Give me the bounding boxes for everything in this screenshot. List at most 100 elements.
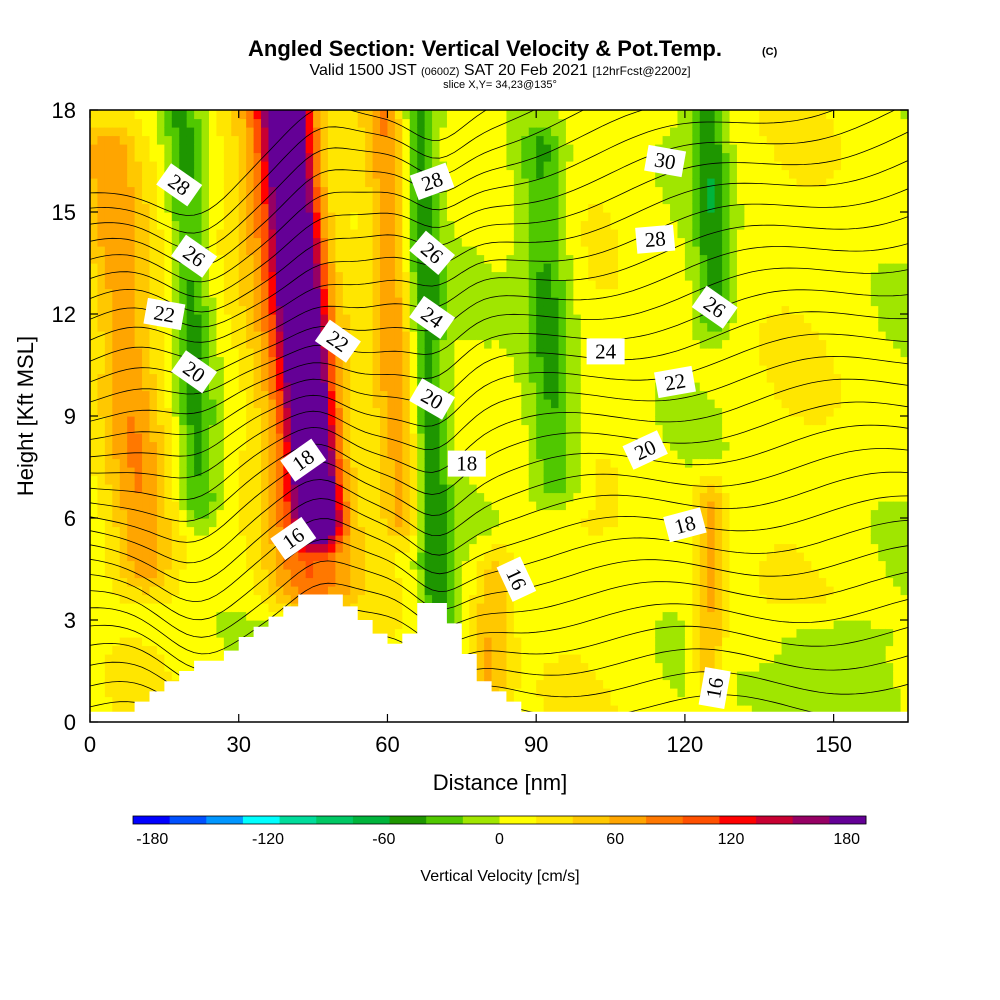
velocity-cell <box>208 518 218 528</box>
velocity-cell <box>223 254 232 264</box>
velocity-cell <box>156 416 165 426</box>
velocity-cell <box>588 144 597 154</box>
velocity-cell <box>231 424 240 434</box>
velocity-cell <box>290 322 299 332</box>
velocity-cell <box>104 679 113 689</box>
velocity-cell <box>558 339 567 349</box>
velocity-cell <box>372 195 381 205</box>
velocity-cell <box>186 390 195 400</box>
velocity-cell <box>446 127 455 137</box>
velocity-cell <box>231 475 240 485</box>
velocity-cell <box>201 552 210 562</box>
velocity-cell <box>595 161 604 171</box>
velocity-cell <box>491 390 500 400</box>
velocity-cell <box>402 229 411 239</box>
velocity-cell <box>565 203 574 213</box>
velocity-cell <box>156 382 165 392</box>
velocity-cell <box>90 637 99 647</box>
velocity-cell <box>223 169 232 179</box>
velocity-cell <box>268 467 277 477</box>
velocity-cell <box>491 331 500 341</box>
velocity-cell <box>298 152 307 162</box>
velocity-cell <box>231 339 240 349</box>
velocity-cell <box>372 288 381 298</box>
velocity-cell <box>461 526 470 536</box>
velocity-cell <box>179 560 188 570</box>
velocity-cell <box>580 212 589 222</box>
velocity-cell <box>134 509 143 519</box>
velocity-cell <box>484 331 493 341</box>
velocity-cell <box>595 637 604 647</box>
velocity-cell <box>521 152 530 162</box>
velocity-cell <box>551 178 560 188</box>
velocity-cell <box>201 475 210 485</box>
velocity-cell <box>476 186 485 196</box>
velocity-cell <box>573 645 582 655</box>
velocity-cell <box>261 186 270 196</box>
velocity-cell <box>246 348 255 358</box>
velocity-cell <box>387 560 396 570</box>
velocity-cell <box>290 237 299 247</box>
velocity-cell <box>149 280 158 290</box>
velocity-cell <box>506 331 515 341</box>
velocity-cell <box>171 603 180 613</box>
velocity-cell <box>298 305 307 315</box>
velocity-cell <box>409 339 418 349</box>
velocity-cell <box>409 254 418 264</box>
velocity-cell <box>112 637 121 647</box>
velocity-cell <box>521 603 530 613</box>
velocity-cell <box>335 543 344 553</box>
velocity-cell <box>565 594 574 604</box>
velocity-cell <box>238 620 247 630</box>
velocity-cell <box>543 339 552 349</box>
velocity-cell <box>469 484 478 494</box>
velocity-cell <box>372 458 381 468</box>
velocity-cell <box>164 382 173 392</box>
velocity-cell <box>513 467 522 477</box>
velocity-cell <box>171 280 180 290</box>
velocity-cell <box>372 229 381 239</box>
velocity-cell <box>298 356 307 366</box>
velocity-cell <box>164 535 173 545</box>
velocity-cell <box>476 569 485 579</box>
velocity-cell <box>499 280 508 290</box>
velocity-cell <box>268 586 277 596</box>
velocity-cell <box>127 654 136 664</box>
velocity-cell <box>127 620 136 630</box>
velocity-cell <box>380 586 389 596</box>
velocity-cell <box>380 305 389 315</box>
velocity-cell <box>104 705 113 715</box>
velocity-cell <box>461 399 470 409</box>
velocity-cell <box>491 628 500 638</box>
velocity-cell <box>454 246 463 256</box>
velocity-cell <box>432 297 441 307</box>
velocity-cell <box>253 339 262 349</box>
velocity-cell <box>208 628 218 638</box>
velocity-cell <box>543 314 552 324</box>
velocity-cell <box>528 450 537 460</box>
velocity-cell <box>194 509 203 519</box>
velocity-cell <box>97 399 106 409</box>
velocity-cell <box>536 195 545 205</box>
velocity-cell <box>409 552 418 562</box>
velocity-cell <box>223 450 232 460</box>
velocity-cell <box>283 314 292 324</box>
velocity-cell <box>491 662 500 672</box>
velocity-cell <box>97 161 106 171</box>
velocity-cell <box>97 526 106 536</box>
velocity-cell <box>342 305 351 315</box>
velocity-cell <box>327 297 336 307</box>
velocity-cell <box>536 611 545 621</box>
velocity-cell <box>186 220 195 230</box>
velocity-cell <box>238 569 247 579</box>
velocity-cell <box>417 229 426 239</box>
velocity-cell <box>90 671 99 681</box>
velocity-cell <box>335 229 344 239</box>
velocity-cell <box>156 654 165 664</box>
velocity-cell <box>342 161 351 171</box>
velocity-cell <box>387 220 396 230</box>
velocity-cell <box>424 569 433 579</box>
velocity-cell <box>268 543 277 553</box>
velocity-cell <box>201 348 210 358</box>
velocity-cell <box>305 586 314 596</box>
